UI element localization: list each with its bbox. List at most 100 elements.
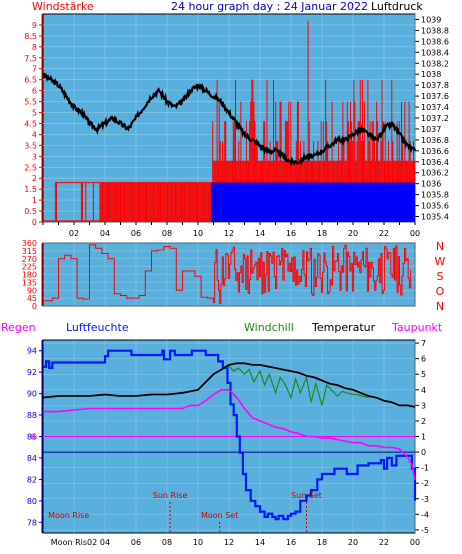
direction-letter: O — [436, 285, 445, 298]
time-tick-label: 14 — [255, 538, 265, 547]
pressure-axis-tick-label: 1037.6 — [421, 92, 449, 101]
time-tick-label: 22 — [379, 229, 389, 238]
time-tick-label: 14 — [255, 229, 265, 238]
temperature-tick-label: 7 — [421, 339, 426, 348]
time-tick-label: 04 — [100, 538, 110, 547]
direction-tick-label: 225 — [22, 263, 37, 272]
pressure-axis-tick-label: 1035.4 — [421, 213, 449, 222]
temperature-tick-label: 3 — [421, 401, 426, 410]
humidity-tick-label: 86 — [27, 433, 37, 442]
direction-letter: W — [435, 255, 446, 268]
wind-axis-tick-label: 3 — [32, 152, 37, 161]
pressure-axis-tick-label: 1037.8 — [421, 81, 449, 90]
wind-axis-tick-label: 4 — [32, 130, 37, 139]
pressure-line — [42, 72, 417, 167]
humidity-tick-label: 78 — [27, 518, 37, 527]
temperature-tick-label: 1 — [421, 433, 426, 442]
humidity-tick-label: 80 — [27, 497, 37, 506]
direction-tick-label: 315 — [22, 247, 37, 256]
temperature-tick-label: 4 — [421, 386, 426, 395]
wind-axis-tick-label: 0 — [32, 218, 37, 227]
wind-axis-title: Windstärke — [32, 0, 94, 13]
pressure-axis-tick-label: 1037.4 — [421, 103, 449, 112]
wind-axis-tick-label: 1.5 — [24, 185, 37, 194]
time-tick-label: 20 — [348, 538, 358, 547]
legend-temperatur: Temperatur — [311, 321, 376, 334]
pressure-axis-tick-label: 1038.6 — [421, 37, 449, 46]
temperature-tick-label: -4 — [421, 510, 429, 519]
time-tick-label: 00 — [410, 538, 420, 547]
wind-gust-bars — [211, 182, 416, 222]
legend-luftfeuchte: Luftfeuchte — [66, 321, 129, 334]
direction-tick-label: 180 — [22, 271, 37, 280]
event-label: Sun Rise — [153, 491, 188, 500]
humidity-tick-label: 92 — [27, 368, 37, 377]
event-label: Moon Set — [201, 511, 238, 520]
wind-axis-tick-label: 2 — [32, 174, 37, 183]
temperature-tick-label: -2 — [421, 479, 429, 488]
pressure-axis-tick-label: 1036 — [421, 180, 441, 189]
pressure-axis-tick-label: 1036.8 — [421, 136, 449, 145]
time-tick-label: 12 — [224, 538, 234, 547]
wind-axis-tick-label: 4.5 — [24, 119, 37, 128]
pressure-axis-tick-label: 1036.6 — [421, 147, 449, 156]
event-label: Moon Rise — [48, 511, 89, 520]
time-tick-label: 20 — [348, 229, 358, 238]
direction-letter: N — [436, 300, 444, 313]
wind-axis-tick-label: 6 — [32, 87, 37, 96]
pressure-axis-tick-label: 1035.8 — [421, 191, 449, 200]
time-tick-label: 16 — [286, 538, 296, 547]
chart-title: 24 hour graph day : 24 Januar 2022 — [171, 0, 368, 13]
temperature-tick-label: 6 — [421, 355, 426, 364]
time-tick-label: 16 — [286, 229, 296, 238]
pressure-axis-tick-label: 1039 — [421, 15, 441, 24]
wind-axis-tick-label: 2.5 — [24, 163, 37, 172]
wind-axis-tick-label: 1 — [32, 196, 37, 205]
wind-axis-tick-label: 8.5 — [24, 32, 37, 41]
direction-tick-label: 270 — [22, 255, 37, 264]
pressure-axis-tick-label: 1036.4 — [421, 158, 449, 167]
time-tick-label: Moon Ris02 — [51, 538, 97, 547]
wind-axis-tick-label: 7 — [32, 65, 37, 74]
wind-axis-tick-label: 8 — [32, 43, 37, 52]
dewpoint-line — [43, 389, 416, 481]
pressure-axis-tick-label: 1037.2 — [421, 114, 449, 123]
windchill-line — [221, 365, 369, 406]
time-tick-label: 18 — [317, 229, 327, 238]
temperature-tick-label: 5 — [421, 370, 426, 379]
humidity-tick-label: 90 — [27, 390, 37, 399]
pressure-axis-tick-label: 1038.4 — [421, 48, 449, 57]
time-tick-label: 02 — [69, 229, 79, 238]
temperature-line — [42, 362, 416, 408]
wind-axis-tick-label: 0.5 — [24, 207, 37, 216]
time-tick-label: 08 — [162, 538, 172, 547]
time-tick-label: 00 — [410, 229, 420, 238]
wind-axis-tick-label: 6.5 — [24, 76, 37, 85]
humidity-tick-label: 88 — [27, 411, 37, 420]
pressure-axis-tick-label: 1038 — [421, 70, 441, 79]
pressure-axis-tick-label: 1038.2 — [421, 59, 449, 68]
direction-letter: N — [436, 240, 444, 253]
wind-axis-tick-label: 9 — [32, 21, 37, 30]
humidity-tick-label: 84 — [27, 454, 37, 463]
time-tick-label: 06 — [131, 538, 141, 547]
direction-tick-label: 360 — [22, 239, 37, 248]
pressure-axis-tick-label: 1035.6 — [421, 202, 449, 211]
time-tick-label: 22 — [379, 538, 389, 547]
pressure-axis-tick-label: 1038.8 — [421, 26, 449, 35]
wind-axis-tick-label: 5 — [32, 109, 37, 118]
direction-tick-label: 135 — [22, 278, 37, 287]
wind-axis-tick-label: 3.5 — [24, 141, 37, 150]
time-tick-label: 06 — [131, 229, 141, 238]
time-tick-label: 18 — [317, 538, 327, 547]
temperature-tick-label: -1 — [421, 464, 429, 473]
event-label: Sun Set — [291, 491, 322, 500]
wind-direction-line — [43, 244, 412, 304]
temperature-tick-label: -3 — [421, 495, 429, 504]
temperature-tick-label: -5 — [421, 526, 429, 535]
wind-axis-tick-label: 7.5 — [24, 54, 37, 63]
legend-windchill: Windchill — [244, 321, 294, 334]
direction-letter: S — [437, 270, 444, 283]
direction-tick-label: 90 — [27, 286, 37, 295]
